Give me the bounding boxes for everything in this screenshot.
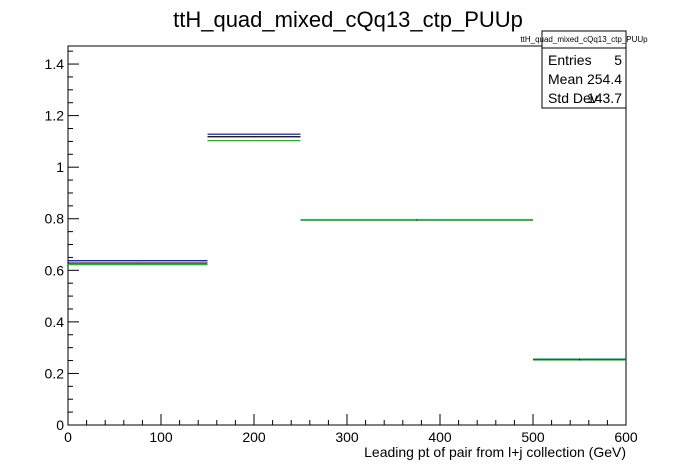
axis-ticks bbox=[67, 50, 627, 426]
x-tick-label: 0 bbox=[64, 429, 72, 445]
bin-center-marker bbox=[579, 359, 580, 361]
x-tick-label: 100 bbox=[149, 429, 173, 445]
stats-label: Mean bbox=[548, 71, 583, 87]
y-tick-label: 1.4 bbox=[45, 56, 65, 72]
y-tick-label: 0.6 bbox=[45, 262, 65, 278]
y-tick-label: 1.2 bbox=[45, 108, 65, 124]
x-tick-label: 500 bbox=[521, 429, 545, 445]
stats-value: 254.4 bbox=[587, 71, 622, 87]
x-axis-tick-labels: 0 100 200 300 400 500 600 bbox=[64, 429, 638, 445]
stats-value: 143.7 bbox=[587, 90, 622, 106]
x-axis-title: Leading pt of pair from l+j collection (… bbox=[364, 444, 626, 460]
x-tick-label: 200 bbox=[242, 429, 266, 445]
bin-center-marker bbox=[137, 262, 139, 264]
x-tick-label: 400 bbox=[428, 429, 452, 445]
stats-label: Entries bbox=[548, 52, 592, 68]
x-tick-label: 600 bbox=[614, 429, 638, 445]
bin-center-marker bbox=[416, 219, 418, 221]
y-tick-label: 0 bbox=[56, 417, 64, 433]
y-axis-tick-labels: 0 0.2 0.4 0.6 0.8 1 1.2 1.4 bbox=[45, 56, 65, 433]
stats-box: ttH_quad_mixed_cQq13_ctp_PUUp Entries 5 Mea… bbox=[520, 30, 648, 109]
y-tick-label: 0.2 bbox=[45, 365, 65, 381]
stats-box-title: ttH_quad_mixed_cQq13_ctp_PUUp bbox=[520, 35, 648, 44]
bin-center-marker bbox=[253, 136, 255, 138]
y-tick-label: 0.8 bbox=[45, 211, 65, 227]
y-tick-label: 0.4 bbox=[45, 314, 65, 330]
histogram-series bbox=[68, 133, 626, 361]
y-tick-label: 1 bbox=[56, 159, 64, 175]
chart-title: ttH_quad_mixed_cQq13_ctp_PUUp bbox=[173, 7, 523, 32]
stats-box-border bbox=[541, 30, 627, 109]
stats-value: 5 bbox=[614, 52, 622, 68]
stats-label: Std Dev bbox=[548, 90, 598, 106]
x-tick-label: 300 bbox=[335, 429, 359, 445]
